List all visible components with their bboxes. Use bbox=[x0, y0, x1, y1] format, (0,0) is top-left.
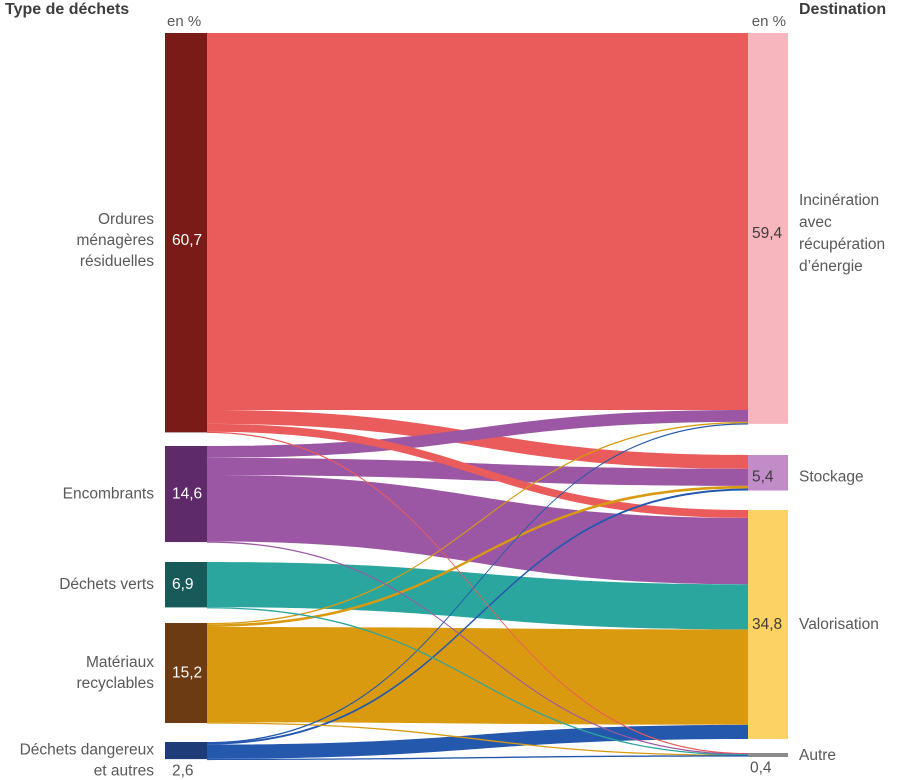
dest-node-autre bbox=[748, 753, 788, 757]
source-label-dechets-verts: Déchets verts bbox=[59, 576, 154, 593]
source-value-materiaux-recyclables: 15,2 bbox=[172, 665, 202, 682]
source-label-dechets-dangereux: Déchets dangereux et autres bbox=[20, 742, 155, 780]
dest-value-stockage: 5,4 bbox=[752, 468, 774, 485]
flow-dechets-dangereux-to-stockage bbox=[207, 488, 748, 745]
flow-materiaux-recyclables-to-autre bbox=[207, 722, 748, 756]
dest-node-valorisation bbox=[748, 510, 788, 739]
source-label-ordures-menageres: Ordures ménagères résiduelles bbox=[76, 211, 154, 270]
flow-dechets-dangereux-to-incineration bbox=[207, 423, 748, 744]
source-value-encombrants: 14,6 bbox=[172, 486, 202, 503]
flow-encombrants-to-valorisation bbox=[207, 474, 748, 585]
source-node-materiaux-recyclables bbox=[165, 623, 207, 724]
left-unit-label: en % bbox=[167, 13, 202, 30]
flow-dechets-verts-to-autre bbox=[207, 607, 748, 756]
dest-node-incineration bbox=[748, 33, 788, 424]
dest-node-stockage bbox=[748, 455, 788, 491]
flow-materiaux-recyclables-to-stockage bbox=[207, 485, 748, 627]
dest-value-valorisation: 34,8 bbox=[752, 616, 782, 633]
source-node-encombrants bbox=[165, 446, 207, 543]
source-node-ordures-menageres bbox=[165, 33, 207, 433]
dest-label-stockage: Stockage bbox=[799, 468, 864, 485]
flow-dechets-dangereux-to-valorisation bbox=[207, 724, 748, 759]
flow-ordures-menageres-to-autre bbox=[207, 431, 748, 755]
right-column-title: Destination bbox=[799, 1, 887, 18]
flow-materiaux-recyclables-to-valorisation bbox=[207, 626, 748, 725]
flow-dechets-dangereux-to-autre bbox=[207, 755, 748, 761]
source-label-encombrants: Encombrants bbox=[63, 486, 155, 503]
flow-materiaux-recyclables-to-incineration bbox=[207, 421, 748, 625]
dest-label-incineration: Incinération avec récupération d’énergie bbox=[799, 192, 885, 275]
flow-dechets-verts-to-valorisation bbox=[207, 562, 748, 630]
source-value-ordures-menageres: 60,7 bbox=[172, 232, 202, 249]
flow-encombrants-to-incineration bbox=[207, 410, 748, 458]
source-value-dechets-dangereux: 2,6 bbox=[172, 763, 194, 780]
flow-ordures-menageres-to-valorisation bbox=[207, 423, 748, 518]
dest-label-valorisation: Valorisation bbox=[799, 616, 879, 633]
dest-value-autre: 0,4 bbox=[750, 760, 772, 777]
source-node-dechets-dangereux bbox=[165, 742, 207, 760]
dest-label-autre: Autre bbox=[799, 747, 836, 764]
source-value-dechets-verts: 6,9 bbox=[172, 576, 194, 593]
flow-encombrants-to-autre bbox=[207, 541, 748, 755]
left-column-title: Type de déchets bbox=[5, 1, 130, 18]
source-node-dechets-verts bbox=[165, 562, 207, 608]
flow-ordures-menageres-to-incineration bbox=[207, 33, 748, 411]
dest-value-incineration: 59,4 bbox=[752, 225, 783, 242]
source-label-materiaux-recyclables: Matériaux recyclables bbox=[76, 654, 154, 692]
right-unit-label: en % bbox=[751, 13, 786, 30]
